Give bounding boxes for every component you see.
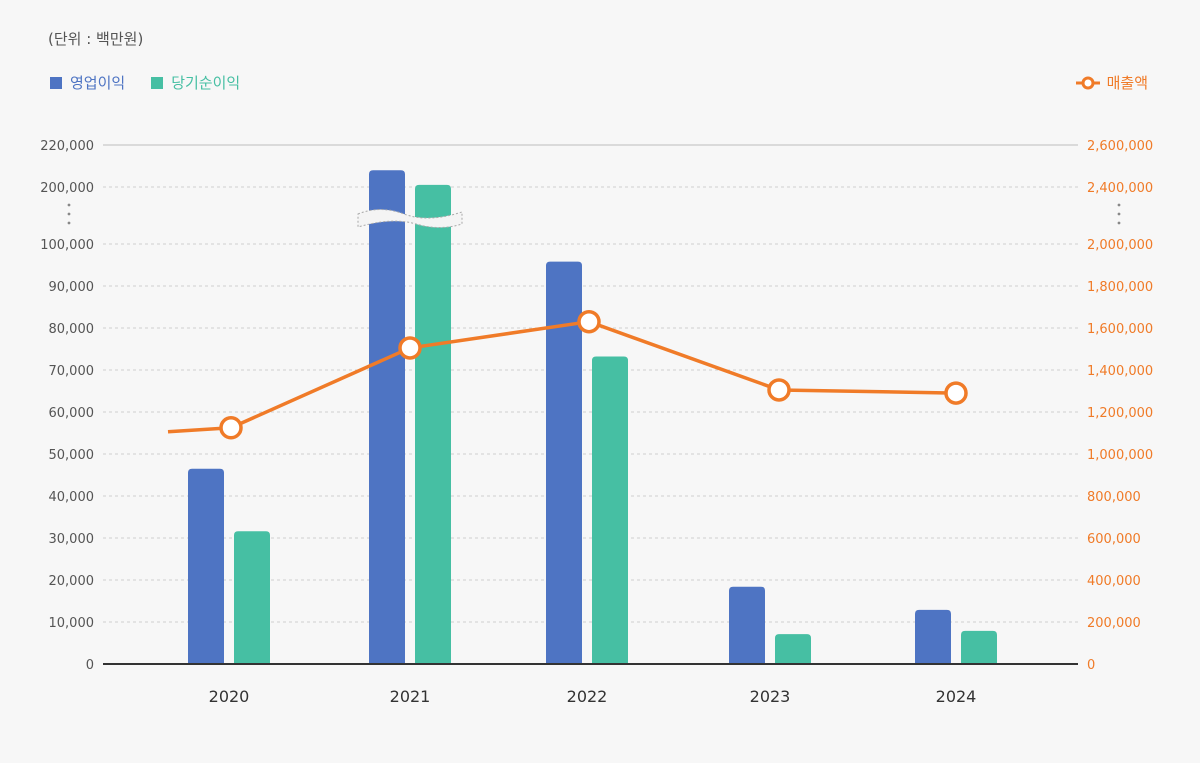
right-axis-tick-label: 1,000,000 xyxy=(1087,448,1153,463)
left-axis-break-icon xyxy=(67,203,71,225)
right-axis-tick-label: 1,600,000 xyxy=(1087,322,1153,337)
legend-label-revenue: 매출액 xyxy=(1106,74,1148,92)
right-axis-tick-label: 2,000,000 xyxy=(1087,238,1153,253)
right-axis-break-icon xyxy=(1117,203,1121,225)
right-axis-tick-label: 1,800,000 xyxy=(1087,280,1153,295)
legend-item-operating-profit[interactable]: 영업이익 xyxy=(50,72,125,93)
right-axis-tick-label: 2,400,000 xyxy=(1087,181,1153,196)
left-axis-tick-label: 30,000 xyxy=(49,532,95,547)
bar-operating-profit xyxy=(729,586,765,664)
bar-operating-profit xyxy=(369,170,405,664)
legend-item-net-income[interactable]: 당기순이익 xyxy=(151,72,240,93)
bar-operating-profit xyxy=(188,468,224,664)
left-axis-tick-label: 220,000 xyxy=(40,139,94,154)
right-axis-tick-label: 1,200,000 xyxy=(1087,406,1153,421)
right-axis-tick-label: 200,000 xyxy=(1087,616,1141,631)
x-axis-tick-label: 2022 xyxy=(567,687,608,706)
bar-operating-profit xyxy=(546,261,582,664)
legend-bars: 영업이익 당기순이익 xyxy=(50,72,240,93)
revenue-point xyxy=(577,309,601,334)
x-axis-tick-label: 2024 xyxy=(936,687,977,706)
left-axis-tick-label: 60,000 xyxy=(49,406,95,421)
right-axis-tick-label: 800,000 xyxy=(1087,490,1141,505)
net-income-swatch xyxy=(151,76,164,89)
bar-net-income xyxy=(775,634,811,664)
left-axis-tick-label: 90,000 xyxy=(49,280,95,295)
unit-label: (단위 : 백만원) xyxy=(48,30,144,48)
left-axis-tick-label: 200,000 xyxy=(40,181,94,196)
left-axis-tick-label: 0 xyxy=(86,658,94,673)
revenue-point xyxy=(219,416,243,440)
revenue-point xyxy=(398,336,422,360)
right-axis-tick-label: 400,000 xyxy=(1087,574,1141,589)
bar-break-marker xyxy=(357,209,463,228)
right-axis-tick-label: 2,600,000 xyxy=(1087,139,1153,154)
bar-net-income xyxy=(592,356,628,664)
legend-item-revenue[interactable]: 매출액 xyxy=(1075,72,1148,93)
left-axis-tick-label: 50,000 xyxy=(49,448,95,463)
left-axis-tick-label: 20,000 xyxy=(49,574,95,589)
revenue-point xyxy=(944,381,968,405)
x-axis-tick-label: 2021 xyxy=(390,687,431,706)
bar-net-income xyxy=(961,630,997,664)
legend-label-net-income: 당기순이익 xyxy=(171,74,241,92)
right-axis-tick-label: 1,400,000 xyxy=(1087,364,1153,379)
bar-net-income xyxy=(415,184,451,664)
bar-net-income xyxy=(234,531,270,664)
left-axis-tick-label: 40,000 xyxy=(49,490,95,505)
left-axis-tick-label: 100,000 xyxy=(40,238,94,253)
x-axis-tick-label: 2023 xyxy=(750,687,791,706)
operating-profit-swatch xyxy=(50,76,62,89)
revenue-point xyxy=(767,378,791,402)
right-axis-tick-label: 600,000 xyxy=(1087,532,1141,547)
legend-label-operating-profit: 영업이익 xyxy=(70,74,126,92)
x-axis-tick-label: 2020 xyxy=(209,687,250,706)
revenue-line-icon xyxy=(1075,76,1100,89)
left-axis-tick-label: 80,000 xyxy=(49,322,95,337)
left-axis-tick-label: 10,000 xyxy=(49,616,95,631)
right-axis-tick-label: 0 xyxy=(1087,658,1095,673)
bar-operating-profit xyxy=(915,609,951,664)
left-axis-tick-label: 70,000 xyxy=(49,364,95,379)
